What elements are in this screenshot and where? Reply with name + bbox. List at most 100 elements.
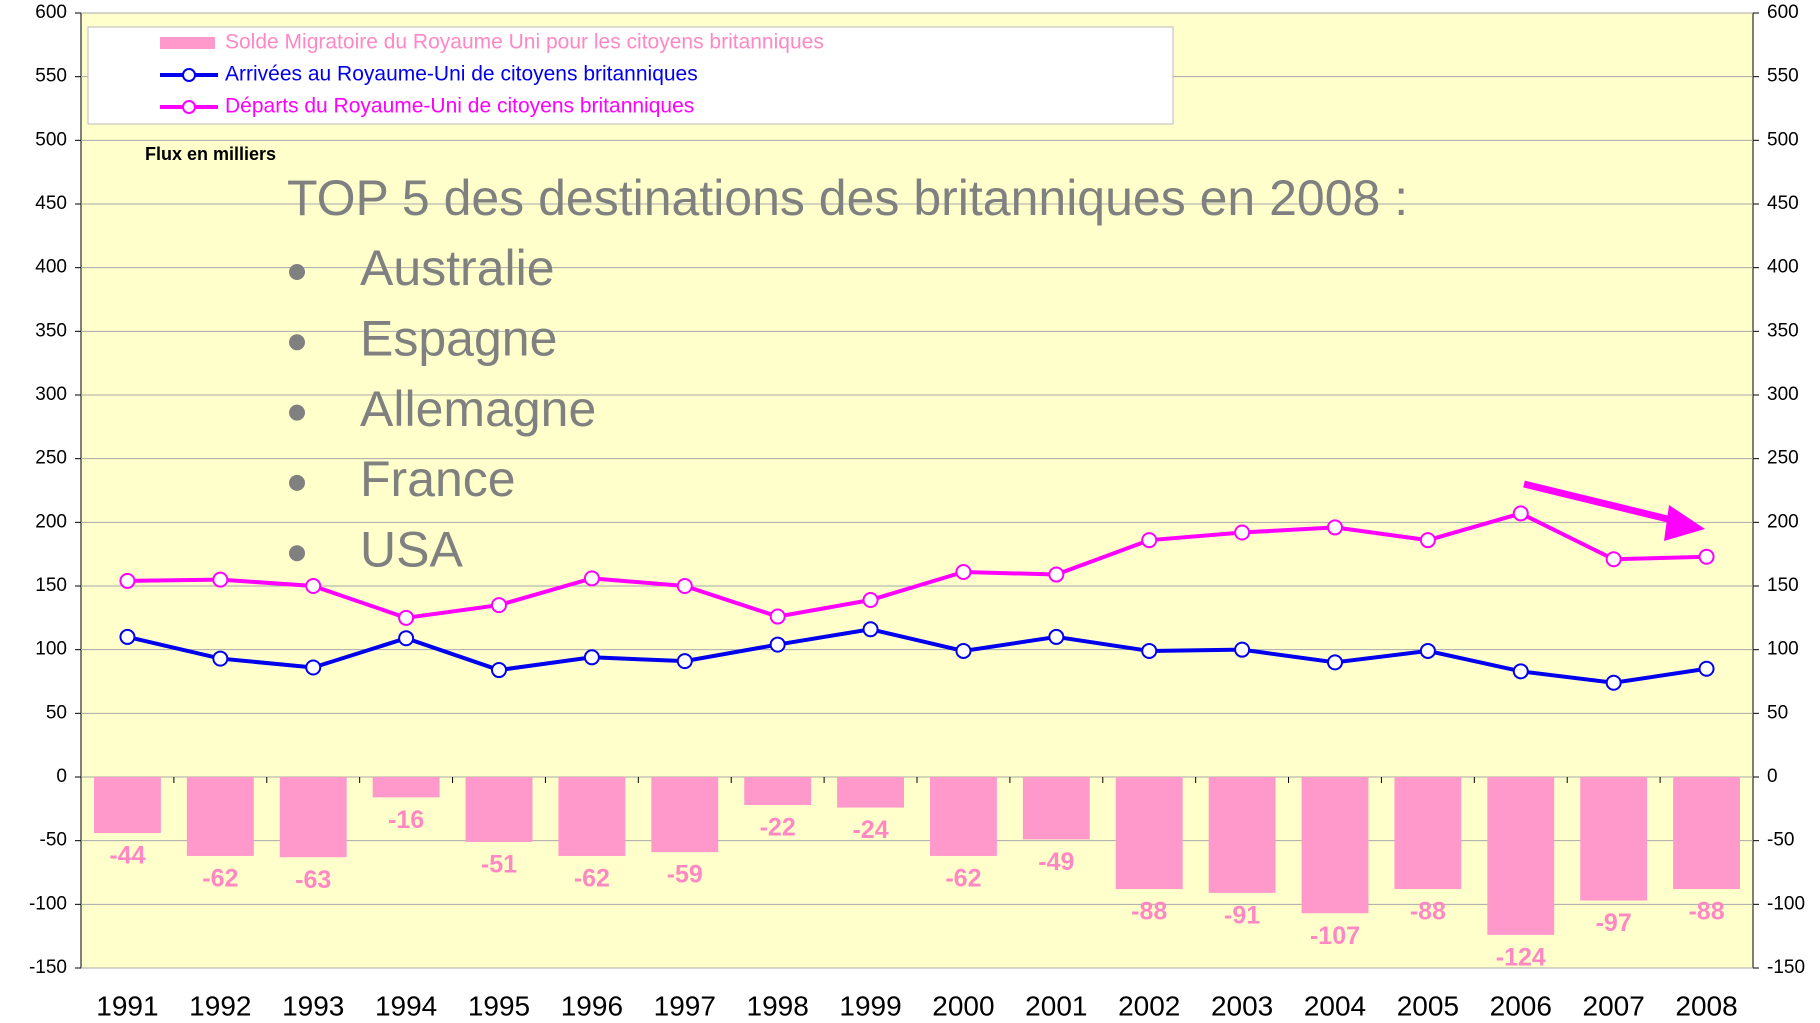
legend [87,26,1174,125]
x-tick-label: 2007 [1583,990,1645,1021]
legend-swatch [160,37,215,49]
trend-arrow-head [1664,505,1705,541]
value-label: -124 [1496,944,1546,972]
point [212,571,229,588]
y2-tick-label: 200 [1767,511,1799,532]
y2-tick-label: 250 [1767,448,1799,469]
value-label: -16 [388,806,424,834]
point [769,608,786,625]
value-label: -51 [481,851,517,879]
x-tick-label: 1998 [747,990,809,1021]
plot-area [80,12,1754,969]
bar [1208,777,1276,893]
y2-tick-label: 300 [1767,384,1799,405]
text-box-item: Espagne [360,311,557,367]
point [583,570,600,587]
bullet [289,545,305,562]
point [955,563,972,580]
bar [837,777,904,808]
value-label: -63 [295,866,331,894]
point [583,649,600,666]
x-tick-label: 1995 [468,990,530,1021]
point [1048,566,1065,583]
x-tick-label: 2001 [1025,990,1087,1021]
point [305,578,322,594]
x-tick-label: 1994 [375,990,437,1021]
point [305,659,322,676]
bar [930,777,997,856]
value-label: -88 [1410,898,1446,926]
value-label: -88 [1688,898,1724,926]
y2-tick-label: 50 [1767,702,1788,723]
line [126,627,1707,685]
bar [186,777,254,856]
point [676,653,693,670]
y-tick-label: 500 [35,129,67,150]
bar [1301,777,1369,914]
point [1698,548,1715,565]
y2-tick-label: 400 [1767,257,1799,278]
y2-tick-label: 550 [1767,66,1799,87]
legend-label: Solde Migratoire du Royaume Uni pour les… [225,31,824,54]
value-label: -49 [1038,848,1074,876]
value-label: -88 [1131,898,1167,926]
bar [372,777,440,798]
point [491,662,507,679]
bullet [289,404,305,421]
value-label: -62 [945,865,981,893]
x-tick-label: 2006 [1490,990,1552,1021]
text-box-item: France [360,451,516,507]
y-tick-label: 200 [35,511,67,532]
y2-tick-label: -100 [1767,893,1805,914]
bullet [289,474,305,491]
point [491,597,507,614]
x-tick-label: 2008 [1675,990,1737,1021]
y-tick-label: 350 [35,320,67,341]
bullet [289,334,305,351]
value-label: -62 [202,865,238,893]
bar [1022,777,1090,840]
bar [744,777,812,806]
x-tick-label: 1996 [561,990,623,1021]
unit-label: Flux en milliers [145,144,276,164]
point [862,592,879,609]
point [119,572,136,589]
text-box-item: USA [360,521,463,577]
x-tick-label: 2005 [1397,990,1459,1021]
x-tick-label: 1991 [96,990,158,1021]
value-label: -59 [667,861,703,889]
bar [1115,777,1183,890]
y-tick-label: 600 [35,2,67,23]
bar [1394,777,1462,890]
y2-tick-label: 600 [1767,2,1799,23]
bar [651,777,719,853]
x-tick-label: 1999 [839,990,901,1021]
point [119,628,136,645]
value-label: -97 [1596,909,1632,937]
text-box-item: Australie [360,240,555,296]
point [862,621,879,638]
bar [1673,777,1740,890]
y-tick-label: -100 [29,893,67,914]
y-tick-label: 150 [35,575,67,596]
point [769,636,786,653]
point [1605,674,1622,691]
point [1605,551,1622,568]
y-tick-label: 50 [46,702,67,723]
y2-tick-label: 100 [1767,639,1799,660]
text-box-item: Allemagne [360,381,596,437]
point [1234,524,1251,541]
point [676,578,693,594]
x-tick-label: 2004 [1304,990,1366,1021]
point [955,642,972,659]
text-box-title: TOP 5 des destinations des britanniques … [287,170,1408,226]
x-tick-label: 2000 [932,990,994,1021]
point [1141,642,1158,659]
line [127,511,1707,620]
trend-arrow [1523,480,1681,526]
x-tick-label: 1993 [282,990,344,1021]
bar [94,777,161,834]
y-tick-label: 400 [35,257,67,278]
y-tick-label: 100 [35,639,67,660]
